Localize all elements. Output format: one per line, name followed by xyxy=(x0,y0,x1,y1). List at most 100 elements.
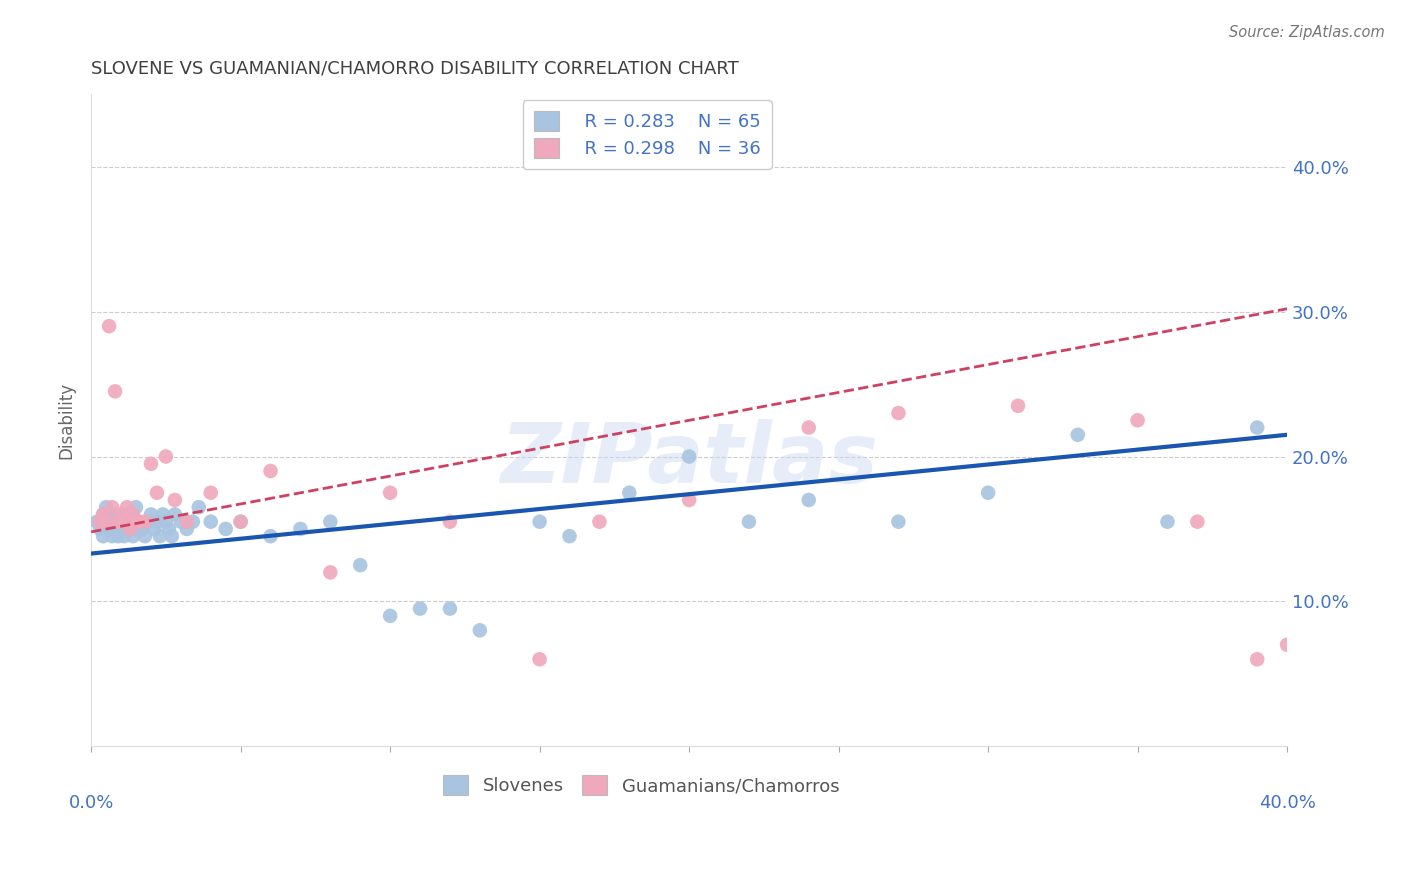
Point xyxy=(136,515,159,529)
Point xyxy=(125,515,148,529)
Point xyxy=(104,522,127,536)
Point xyxy=(319,566,342,580)
Point xyxy=(155,450,177,464)
Point xyxy=(1246,420,1268,434)
Legend: Slovenes, Guamanians/Chamorros: Slovenes, Guamanians/Chamorros xyxy=(436,768,846,802)
Point xyxy=(349,558,371,573)
Point xyxy=(163,493,186,508)
Point xyxy=(181,515,204,529)
Point xyxy=(887,406,910,420)
Point xyxy=(1275,638,1298,652)
Point xyxy=(229,515,252,529)
Point xyxy=(678,493,700,508)
Point xyxy=(200,515,222,529)
Point xyxy=(529,652,551,666)
Point xyxy=(134,529,156,543)
Point xyxy=(128,515,150,529)
Point xyxy=(157,522,180,536)
Point xyxy=(112,515,135,529)
Point xyxy=(128,515,150,529)
Point xyxy=(89,522,111,536)
Point xyxy=(146,485,169,500)
Point xyxy=(977,485,1000,500)
Point xyxy=(619,485,641,500)
Point xyxy=(86,515,108,529)
Point xyxy=(98,319,121,334)
Y-axis label: Disability: Disability xyxy=(58,382,75,458)
Point xyxy=(104,508,127,522)
Point xyxy=(152,508,174,522)
Point xyxy=(107,515,129,529)
Point xyxy=(94,515,117,529)
Point xyxy=(110,522,132,536)
Point xyxy=(122,529,145,543)
Point xyxy=(142,522,165,536)
Point xyxy=(1067,427,1090,442)
Point xyxy=(678,450,700,464)
Point xyxy=(118,522,141,536)
Point xyxy=(439,601,461,615)
Point xyxy=(115,500,138,515)
Point xyxy=(139,457,162,471)
Point xyxy=(1156,515,1178,529)
Text: 0.0%: 0.0% xyxy=(69,794,114,812)
Point xyxy=(887,515,910,529)
Point xyxy=(229,515,252,529)
Point xyxy=(104,384,127,399)
Point xyxy=(139,508,162,522)
Point xyxy=(125,522,148,536)
Point xyxy=(94,500,117,515)
Point xyxy=(797,493,820,508)
Point xyxy=(101,500,124,515)
Point xyxy=(176,522,198,536)
Point xyxy=(122,508,145,522)
Point xyxy=(215,522,238,536)
Point xyxy=(101,529,124,543)
Text: 40.0%: 40.0% xyxy=(1258,794,1316,812)
Point xyxy=(259,529,281,543)
Point xyxy=(290,522,312,536)
Point xyxy=(797,420,820,434)
Point xyxy=(558,529,581,543)
Point xyxy=(738,515,761,529)
Point xyxy=(115,508,138,522)
Point xyxy=(91,508,114,522)
Text: Source: ZipAtlas.com: Source: ZipAtlas.com xyxy=(1229,25,1385,40)
Point xyxy=(163,508,186,522)
Point xyxy=(155,515,177,529)
Point xyxy=(122,515,145,529)
Point xyxy=(439,515,461,529)
Point xyxy=(468,624,491,638)
Point xyxy=(91,529,114,543)
Point xyxy=(98,508,121,522)
Point xyxy=(101,515,124,529)
Point xyxy=(187,500,209,515)
Text: SLOVENE VS GUAMANIAN/CHAMORRO DISABILITY CORRELATION CHART: SLOVENE VS GUAMANIAN/CHAMORRO DISABILITY… xyxy=(91,60,740,78)
Point xyxy=(110,508,132,522)
Point xyxy=(134,515,156,529)
Point xyxy=(107,529,129,543)
Point xyxy=(588,515,610,529)
Point xyxy=(146,515,169,529)
Point xyxy=(1246,652,1268,666)
Point xyxy=(1126,413,1149,427)
Point xyxy=(319,515,342,529)
Point xyxy=(112,529,135,543)
Point xyxy=(160,529,183,543)
Point xyxy=(529,515,551,529)
Point xyxy=(170,515,193,529)
Point xyxy=(115,522,138,536)
Point xyxy=(112,515,135,529)
Point xyxy=(378,608,401,623)
Point xyxy=(1007,399,1029,413)
Point xyxy=(118,515,141,529)
Point xyxy=(89,515,111,529)
Point xyxy=(118,508,141,522)
Point xyxy=(94,515,117,529)
Point xyxy=(91,508,114,522)
Point xyxy=(200,485,222,500)
Point xyxy=(98,522,121,536)
Point xyxy=(131,522,153,536)
Point xyxy=(149,529,172,543)
Point xyxy=(1187,515,1209,529)
